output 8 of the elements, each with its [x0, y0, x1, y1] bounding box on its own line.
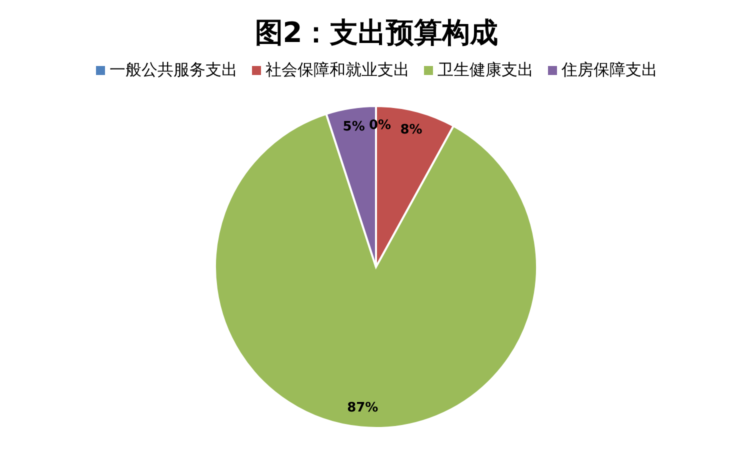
legend-label: 住房保障支出	[562, 60, 658, 80]
chart-title: 图2：支出预算构成	[254, 15, 500, 51]
legend-label: 卫生健康支出	[438, 60, 534, 80]
data-label: 87%	[347, 400, 378, 416]
data-label: 8%	[400, 122, 422, 138]
legend-label: 社会保障和就业支出	[266, 60, 410, 80]
data-label: 5%	[342, 120, 365, 135]
legend-label: 一般公共服务支出	[110, 60, 238, 80]
